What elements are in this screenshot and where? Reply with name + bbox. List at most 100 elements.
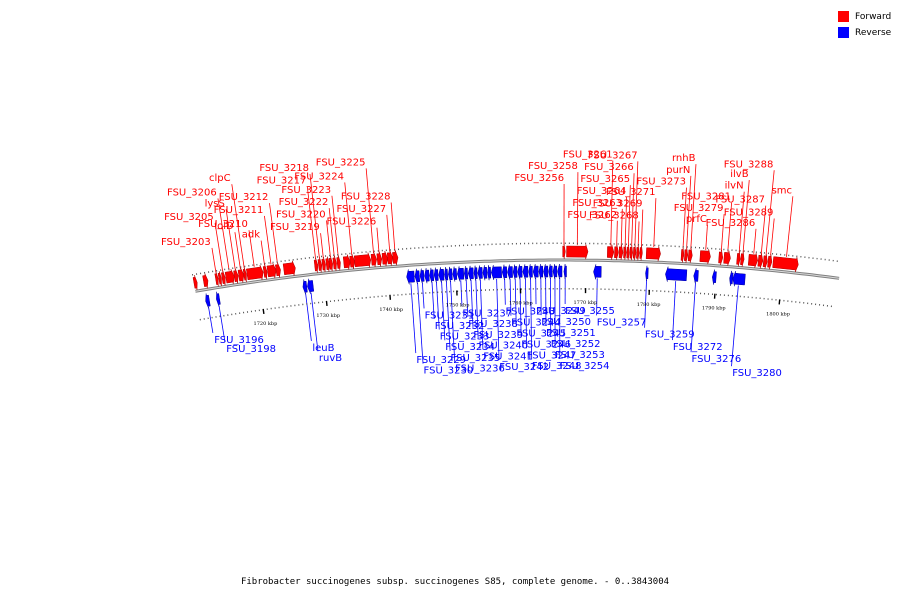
forward-gene-arrow[interactable] <box>718 250 724 266</box>
gene-label[interactable]: FSU_3266 <box>584 162 634 173</box>
gene-label[interactable]: FSU_3249 <box>536 306 586 317</box>
forward-gene-arrow[interactable] <box>221 270 226 286</box>
gene-label[interactable]: FSU_3222 <box>279 197 329 208</box>
forward-gene-arrow[interactable] <box>262 264 268 280</box>
reverse-gene-arrow[interactable] <box>517 264 523 280</box>
reverse-gene-arrow[interactable] <box>645 265 649 281</box>
gene-label[interactable]: FSU_3243 <box>506 307 556 318</box>
reverse-gene-arrow[interactable] <box>467 265 474 281</box>
forward-gene-arrow[interactable] <box>317 257 323 273</box>
gene-label[interactable]: FSU_3271 <box>606 187 656 198</box>
gene-label[interactable]: FSU_3246 <box>521 339 571 350</box>
gene-label[interactable]: adk <box>242 230 260 241</box>
reverse-gene-arrow[interactable] <box>732 271 746 287</box>
gene-label[interactable]: FSU_3229 <box>416 355 466 366</box>
gene-label[interactable]: FSU_3257 <box>597 317 647 328</box>
forward-gene-arrow[interactable] <box>192 275 198 291</box>
forward-gene-arrow[interactable] <box>607 244 615 260</box>
gene-label[interactable]: FSU_3226 <box>327 217 377 228</box>
reverse-gene-arrow[interactable] <box>543 264 549 280</box>
forward-gene-arrow[interactable] <box>626 245 630 261</box>
gene-label[interactable]: FSU_3212 <box>219 192 269 203</box>
forward-gene-arrow[interactable] <box>740 251 745 267</box>
gene-label[interactable]: FSU_3261 <box>563 150 613 161</box>
forward-gene-arrow[interactable] <box>392 250 399 266</box>
forward-gene-arrow[interactable] <box>217 271 222 286</box>
gene-label[interactable]: FSU_3227 <box>336 204 386 215</box>
forward-gene-arrow[interactable] <box>762 253 768 269</box>
gene-label[interactable]: FSU_3256 <box>514 173 564 184</box>
forward-gene-arrow[interactable] <box>632 245 637 261</box>
reverse-gene-arrow[interactable] <box>205 293 211 309</box>
reverse-gene-arrow[interactable] <box>563 263 567 280</box>
forward-gene-arrow[interactable] <box>772 256 799 273</box>
reverse-gene-arrow[interactable] <box>557 263 563 280</box>
reverse-gene-arrow[interactable] <box>464 266 469 282</box>
forward-gene-arrow[interactable] <box>336 255 341 271</box>
gene-label[interactable]: FSU_3196 <box>214 335 264 346</box>
forward-gene-arrow[interactable] <box>723 250 731 266</box>
gene-label[interactable]: FSU_3259 <box>645 330 695 341</box>
forward-gene-arrow[interactable] <box>623 244 627 261</box>
reverse-gene-arrow[interactable] <box>665 266 688 282</box>
gene-label[interactable]: FSU_3239 <box>473 330 523 341</box>
gene-label[interactable]: FSU_3280 <box>732 368 782 379</box>
gene-label[interactable]: FSU_3210 <box>198 219 248 230</box>
reverse-gene-arrow[interactable] <box>552 263 558 280</box>
reverse-gene-arrow[interactable] <box>429 267 435 283</box>
forward-gene-arrow[interactable] <box>618 244 624 260</box>
reverse-gene-arrow[interactable] <box>482 265 488 281</box>
gene-label[interactable]: FSU_3242 <box>499 362 549 373</box>
gene-label[interactable]: FSU_3225 <box>316 157 366 168</box>
reverse-gene-arrow[interactable] <box>419 268 425 284</box>
gene-label[interactable]: FSU_3252 <box>551 339 601 350</box>
forward-gene-arrow[interactable] <box>767 254 773 270</box>
forward-gene-arrow[interactable] <box>242 267 247 283</box>
forward-gene-arrow[interactable] <box>349 254 355 270</box>
gene-label[interactable]: FSU_3253 <box>555 350 605 361</box>
gene-label[interactable]: FSU_3228 <box>341 191 391 202</box>
forward-gene-arrow[interactable] <box>386 250 394 266</box>
forward-gene-arrow[interactable] <box>266 263 277 279</box>
gene-label[interactable]: FSU_3235 <box>451 353 501 364</box>
forward-gene-arrow[interactable] <box>699 249 711 265</box>
forward-gene-arrow[interactable] <box>224 269 235 285</box>
reverse-gene-arrow[interactable] <box>487 265 492 281</box>
gene-label[interactable]: FSU_3250 <box>541 317 591 328</box>
gene-label[interactable]: FSU_3230 <box>424 366 474 377</box>
gene-label[interactable]: FSU_3269 <box>593 199 643 210</box>
gene-label[interactable]: FSU_3217 <box>257 175 307 186</box>
gene-label[interactable]: FSU_3244 <box>511 318 561 329</box>
gene-label[interactable]: FSU_3258 <box>528 161 578 172</box>
reverse-gene-arrow[interactable] <box>507 264 513 280</box>
gene-label[interactable]: FSU_3273 <box>636 177 686 188</box>
gene-label[interactable]: FSU_3272 <box>673 342 723 353</box>
reverse-gene-arrow[interactable] <box>307 278 315 294</box>
gene-label[interactable]: FSU_3276 <box>692 354 742 365</box>
gene-label[interactable]: FSU_3286 <box>706 218 756 229</box>
gene-label[interactable]: FSU_3248 <box>532 361 582 372</box>
gene-label[interactable]: ruvB <box>319 353 342 364</box>
reverse-gene-arrow[interactable] <box>501 264 508 280</box>
gene-label[interactable]: FSU_3223 <box>281 185 331 196</box>
forward-gene-arrow[interactable] <box>370 252 377 268</box>
reverse-gene-arrow[interactable] <box>538 264 544 280</box>
reverse-gene-arrow[interactable] <box>216 291 221 307</box>
reverse-gene-arrow[interactable] <box>438 267 445 283</box>
reverse-gene-arrow[interactable] <box>448 266 453 282</box>
gene-label[interactable]: FSU_3206 <box>167 187 217 198</box>
reverse-gene-arrow[interactable] <box>548 263 553 280</box>
gene-label[interactable]: FSU_3251 <box>546 328 596 339</box>
reverse-gene-arrow[interactable] <box>457 266 465 282</box>
gene-label[interactable]: prfC <box>686 214 707 225</box>
forward-gene-arrow[interactable] <box>332 255 337 271</box>
forward-gene-arrow[interactable] <box>381 251 388 267</box>
gene-label[interactable]: clpC <box>209 173 231 184</box>
gene-label[interactable]: lysS <box>205 198 225 209</box>
reverse-gene-arrow[interactable] <box>528 264 533 280</box>
forward-gene-arrow[interactable] <box>233 268 239 284</box>
gene-label[interactable]: FSU_3289 <box>724 207 774 218</box>
gene-label[interactable]: FSU_3254 <box>560 361 610 372</box>
gene-label[interactable]: FSU_3288 <box>724 159 774 170</box>
gene-label[interactable]: FSU_3265 <box>580 174 630 185</box>
